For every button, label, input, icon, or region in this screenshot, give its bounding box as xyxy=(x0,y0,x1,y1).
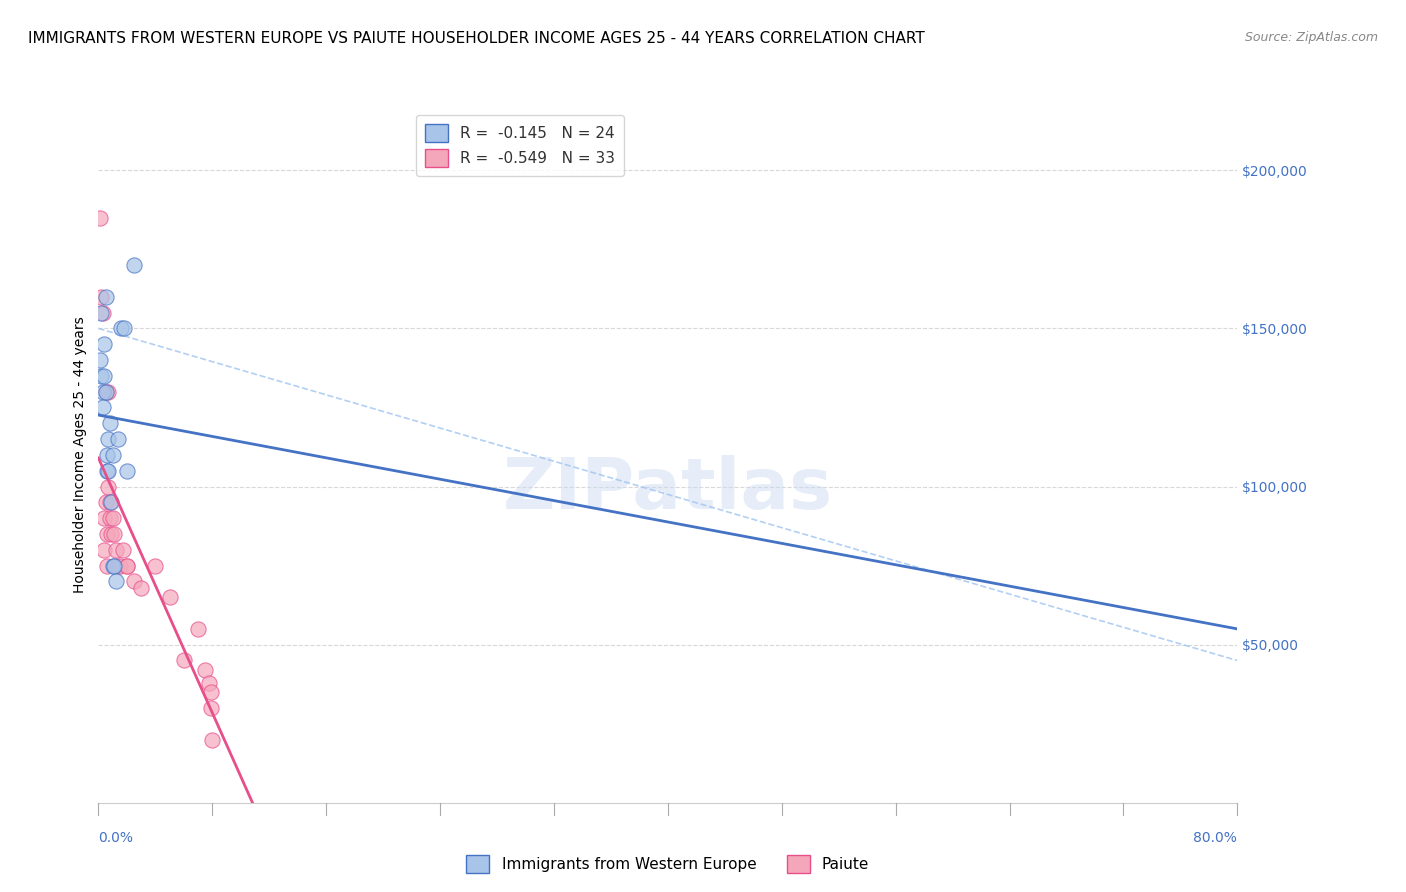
Point xyxy=(101,511,124,525)
Text: ZIPatlas: ZIPatlas xyxy=(503,455,832,524)
Text: Source: ZipAtlas.com: Source: ZipAtlas.com xyxy=(1244,31,1378,45)
Text: 0.0%: 0.0% xyxy=(98,830,134,845)
Point xyxy=(96,464,118,478)
Point xyxy=(103,527,125,541)
Point xyxy=(89,353,111,368)
Point xyxy=(91,401,114,415)
Point xyxy=(201,732,224,747)
Y-axis label: Householder Income Ages 25 - 44 years: Householder Income Ages 25 - 44 years xyxy=(73,317,87,593)
Point xyxy=(101,448,124,462)
Point xyxy=(94,495,117,509)
Legend: Immigrants from Western Europe, Paiute: Immigrants from Western Europe, Paiute xyxy=(460,848,876,880)
Point xyxy=(104,542,127,557)
Point xyxy=(90,368,112,383)
Point xyxy=(194,663,217,677)
Point xyxy=(198,675,221,690)
Point xyxy=(100,495,122,509)
Point xyxy=(145,558,167,573)
Point xyxy=(104,574,127,589)
Point xyxy=(173,653,195,667)
Point xyxy=(96,448,118,462)
Text: 80.0%: 80.0% xyxy=(1194,830,1237,845)
Point xyxy=(105,558,128,573)
Point xyxy=(97,479,120,493)
Point xyxy=(115,558,138,573)
Point xyxy=(98,511,121,525)
Point xyxy=(115,558,138,573)
Point xyxy=(97,432,120,446)
Point xyxy=(111,542,134,557)
Point xyxy=(159,591,181,605)
Point xyxy=(108,558,131,573)
Point xyxy=(93,542,115,557)
Point xyxy=(122,574,145,589)
Point xyxy=(96,558,118,573)
Point xyxy=(90,290,112,304)
Point xyxy=(91,305,114,319)
Point xyxy=(97,464,120,478)
Point xyxy=(93,368,115,383)
Point xyxy=(200,701,222,715)
Point xyxy=(93,511,115,525)
Point xyxy=(89,211,111,225)
Point xyxy=(94,290,117,304)
Point xyxy=(90,305,112,319)
Point xyxy=(115,464,138,478)
Point xyxy=(97,384,120,399)
Point xyxy=(122,258,145,272)
Point xyxy=(101,558,124,573)
Point xyxy=(100,527,122,541)
Point xyxy=(187,622,209,636)
Point xyxy=(98,495,121,509)
Point xyxy=(94,384,117,399)
Point xyxy=(107,432,129,446)
Point xyxy=(200,685,222,699)
Point xyxy=(110,321,132,335)
Point xyxy=(103,558,125,573)
Point xyxy=(96,527,118,541)
Point xyxy=(98,417,121,431)
Point xyxy=(91,384,114,399)
Point xyxy=(129,581,152,595)
Text: IMMIGRANTS FROM WESTERN EUROPE VS PAIUTE HOUSEHOLDER INCOME AGES 25 - 44 YEARS C: IMMIGRANTS FROM WESTERN EUROPE VS PAIUTE… xyxy=(28,31,925,46)
Point xyxy=(93,337,115,351)
Point xyxy=(94,384,117,399)
Point xyxy=(112,321,135,335)
